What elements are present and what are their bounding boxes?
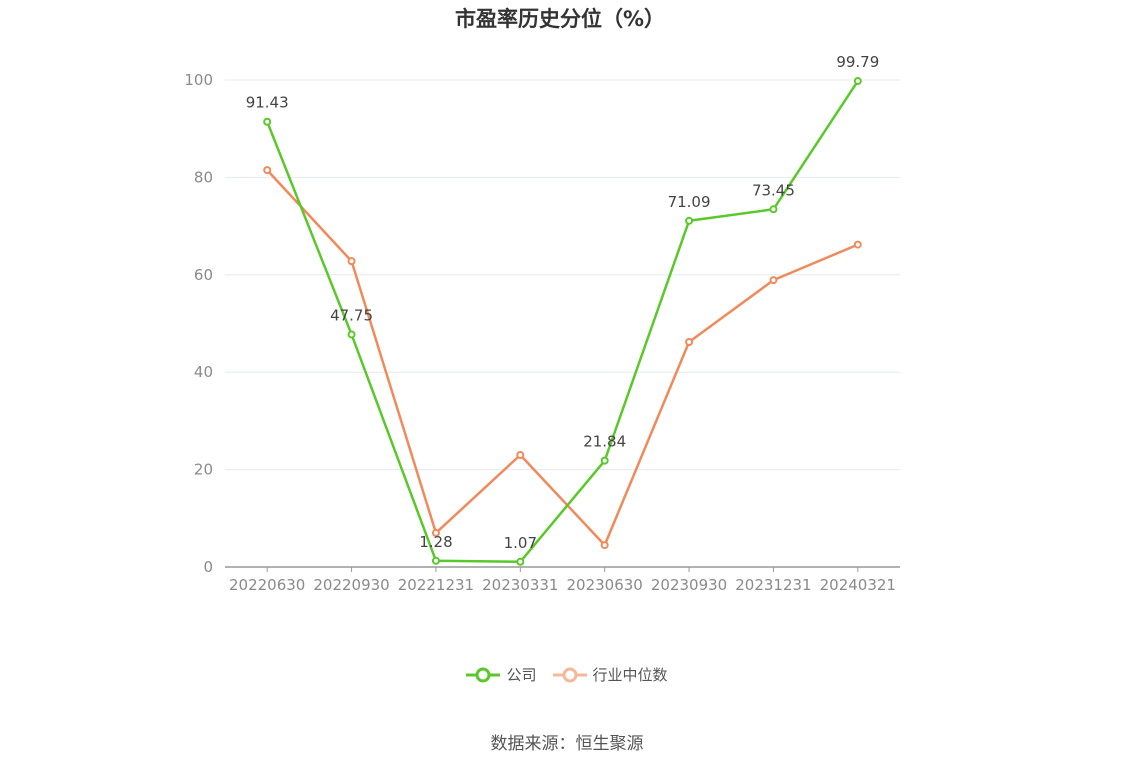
x-tick-label: 20220630	[229, 576, 305, 594]
data-label-company: 1.28	[419, 533, 452, 551]
data-point-company	[431, 556, 440, 565]
data-point-company	[685, 216, 694, 225]
series-line-company	[266, 80, 859, 564]
data-point-industry	[853, 240, 862, 249]
x-tick-label: 20230930	[651, 576, 727, 594]
data-point-company	[263, 117, 272, 126]
data-label-company: 21.84	[583, 433, 626, 451]
data-label-company: 91.43	[246, 94, 289, 112]
data-point-industry	[347, 257, 356, 266]
data-label-company: 73.45	[752, 181, 795, 199]
data-point-industry	[516, 450, 525, 459]
data-label-company: 71.09	[668, 193, 711, 211]
data-point-company	[516, 557, 525, 566]
legend-company-label: 公司	[506, 666, 537, 684]
data-point-industry	[600, 541, 609, 550]
x-tick-label: 20220930	[313, 576, 389, 594]
y-tick-label: 100	[184, 71, 213, 89]
data-point-company	[600, 456, 609, 465]
data-label-company: 99.79	[836, 53, 879, 71]
x-tick-label: 20230630	[567, 576, 643, 594]
data-point-company	[853, 77, 862, 86]
data-label-company: 1.07	[504, 534, 537, 552]
y-tick-label: 20	[194, 461, 213, 479]
line-chart: 0 20 40 60 80 100 20220630 20220930 20221231 2023…	[184, 53, 900, 594]
data-point-industry	[769, 276, 778, 285]
y-tick-label: 40	[194, 363, 213, 381]
legend-company-marker-icon	[466, 667, 501, 682]
y-tick-label: 0	[203, 558, 213, 576]
chart-title: 市盈率历史分位（%）	[454, 7, 666, 31]
data-point-company	[347, 330, 356, 339]
x-tick-label: 20240321	[820, 576, 896, 594]
x-tick-label: 20230331	[482, 576, 558, 594]
data-point-industry	[685, 338, 694, 347]
legend-item-company[interactable]: 公司	[466, 664, 537, 685]
data-point-industry	[431, 528, 440, 537]
y-tick-label: 80	[194, 168, 213, 186]
y-tick-label: 60	[194, 266, 213, 284]
data-point-company	[769, 205, 778, 214]
legend-industry-label: 行业中位数	[592, 666, 668, 684]
legend-industry-marker-icon	[552, 667, 587, 682]
x-tick-label: 20231231	[735, 576, 811, 594]
data-label-company: 47.75	[330, 306, 373, 324]
series-line-industry	[266, 169, 859, 547]
legend-item-industry[interactable]: 行业中位数	[552, 664, 668, 685]
x-tick-label: 20221231	[398, 576, 474, 594]
data-point-industry	[263, 166, 272, 175]
chart-legend: 公司 行业中位数	[0, 664, 1134, 685]
data-source: 数据来源：恒生聚源	[490, 734, 644, 754]
